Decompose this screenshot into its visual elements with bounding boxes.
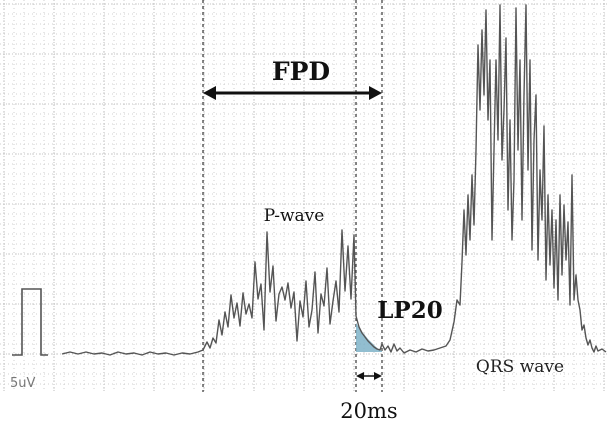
dotted-grid — [0, 0, 608, 392]
ecg-trace — [61, 4, 607, 356]
lp20-label: LP20 — [377, 297, 442, 324]
calibration-pulse — [12, 288, 48, 356]
fpd-arrow-left-head — [203, 86, 216, 100]
lp20-shaded-area — [356, 323, 382, 352]
interval-arrow-left-head — [356, 372, 364, 380]
fpd-label: FPD — [272, 57, 330, 86]
calibration-label: 5uV — [10, 376, 36, 391]
interval-label: 20ms — [340, 399, 397, 423]
p-wave-label: P-wave — [264, 206, 325, 226]
interval-arrow-right-head — [374, 372, 382, 380]
fpd-arrow-right-head — [369, 86, 382, 100]
qrs-wave-label: QRS wave — [476, 357, 564, 377]
